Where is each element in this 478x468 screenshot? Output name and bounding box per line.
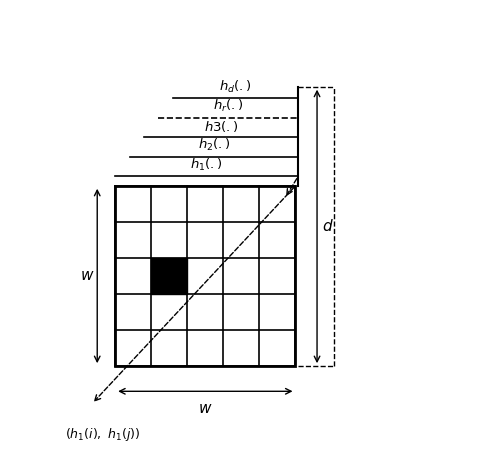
Text: $h_2(.)$: $h_2(.)$	[198, 137, 230, 153]
Bar	[151, 258, 187, 294]
Text: $(h_1(i),\ h_1(j))$: $(h_1(i),\ h_1(j))$	[65, 426, 140, 443]
Text: $h_r(.)$: $h_r(.)$	[213, 98, 244, 114]
Text: $h_1(.)$: $h_1(.)$	[190, 156, 223, 173]
Text: $h_d(.)$: $h_d(.)$	[219, 79, 252, 95]
Text: $h3(.)$: $h3(.)$	[204, 118, 239, 134]
Bar	[115, 186, 295, 366]
Text: $w$: $w$	[198, 402, 213, 417]
Text: $d$: $d$	[323, 219, 334, 234]
Text: $w$: $w$	[80, 269, 94, 283]
